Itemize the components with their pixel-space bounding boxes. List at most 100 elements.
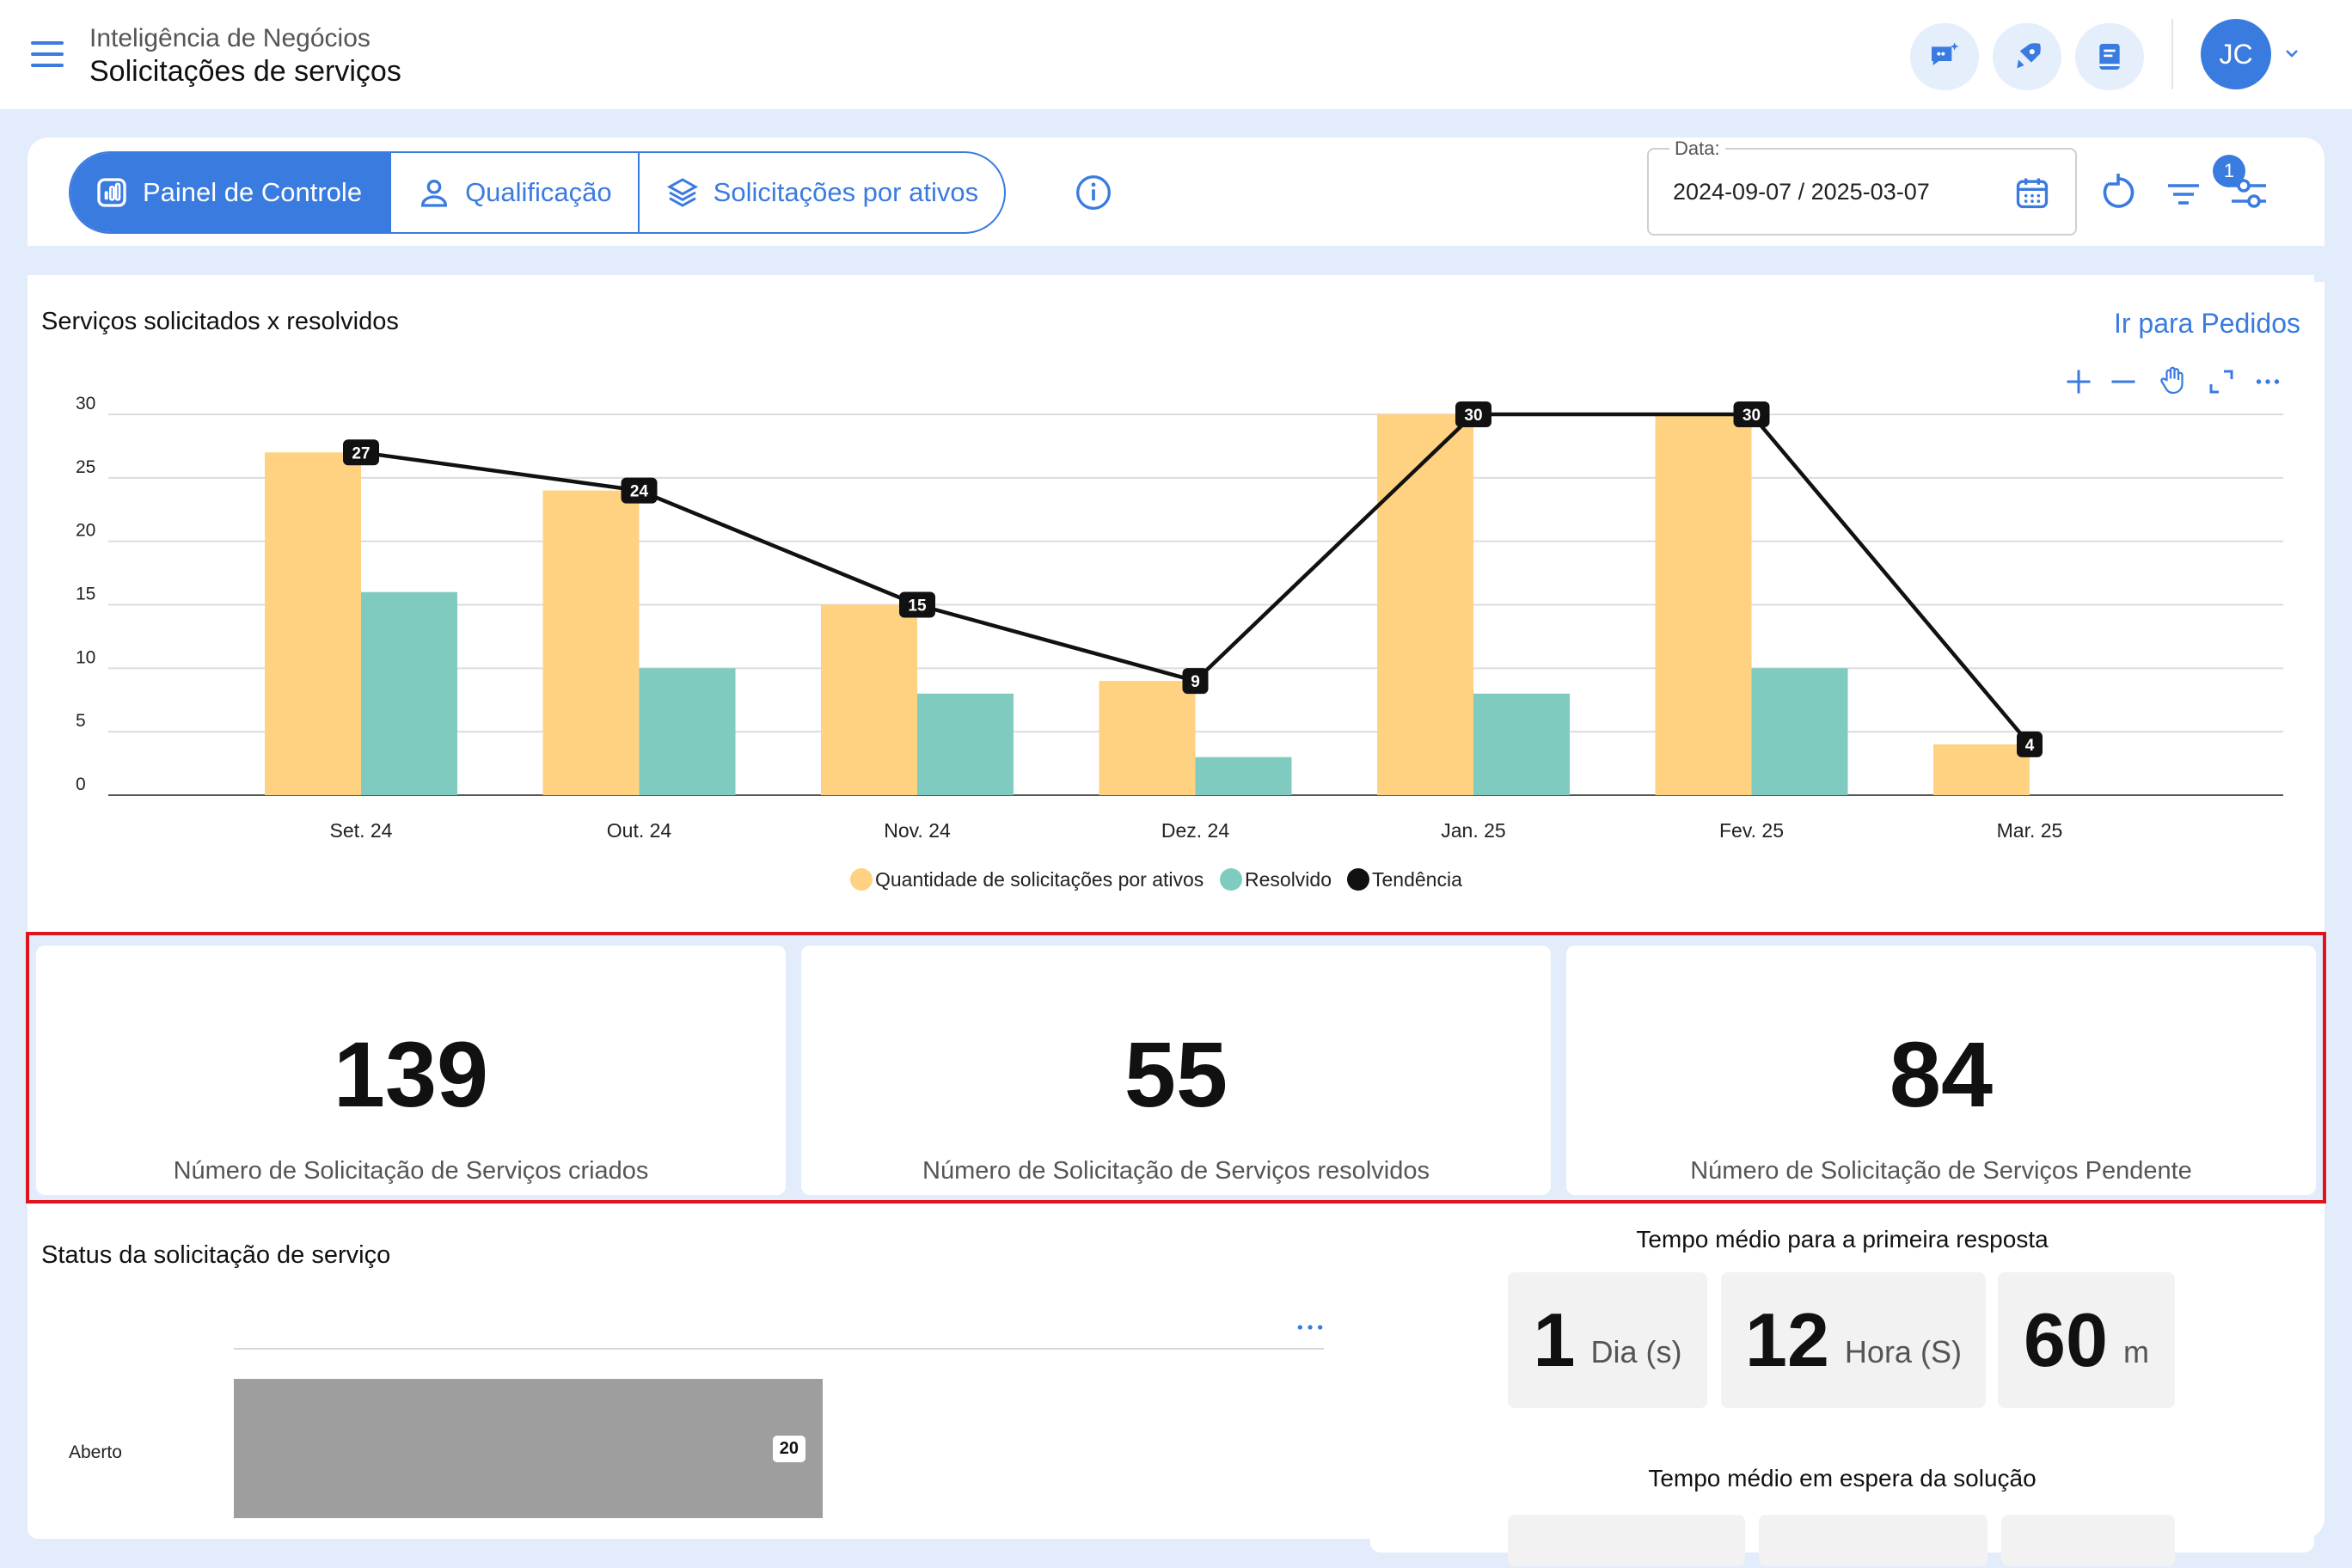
bar-requested [1655,414,1752,795]
x-tick-label: Out. 24 [607,819,672,842]
date-range-field[interactable]: Data: 2024-09-07 / 2025-03-07 [1647,138,2077,236]
bar-resolved [1473,693,1570,795]
menu-icon[interactable] [31,41,64,69]
solution-wait-card: Tempo médio em espera da solução [1370,1449,2314,1566]
trend-point-marker [1733,401,1770,427]
zoom-out-icon[interactable] [2108,366,2139,397]
legend-swatch [850,868,873,891]
bar-requested [1377,414,1473,795]
rocket-icon[interactable] [1993,23,2061,90]
divider [2171,19,2173,89]
kpi-resolved-card: 55 Número de Solicitação de Serviços res… [801,946,1551,1195]
bar-resolved [917,693,1014,795]
chevron-down-icon[interactable] [2283,45,2300,62]
minutes-box: 60 m [1998,1272,2175,1408]
first-response-card: Tempo médio para a primeira resposta 1 D… [1370,1210,2314,1436]
page-title: Solicitações de serviços [89,55,401,88]
trend-point-marker [2017,731,2043,757]
tab-qualificacao[interactable]: Qualificação [391,153,640,232]
tab-bar: Painel de Controle Qualificação Solicita… [69,151,1007,234]
go-to-orders-link[interactable]: Ir para Pedidos [2113,308,2300,339]
kpi-section: 139 Número de Solicitação de Serviços cr… [26,932,2326,1204]
bar-resolved [1195,756,1292,795]
calendar-icon[interactable] [2013,174,2051,211]
filter-icon[interactable] [2163,172,2204,213]
chat-sparkle-icon[interactable] [1910,23,1979,90]
trend-point-marker [899,591,935,618]
tab-label: Solicitações por ativos [713,177,979,207]
date-label: Data: [1669,138,1725,160]
legend-swatch [1347,868,1369,891]
y-tick-label: 30 [76,394,95,413]
info-icon[interactable] [1075,174,1112,211]
more-options-icon[interactable] [1293,1310,1327,1344]
expand-icon[interactable] [2206,366,2237,397]
x-tick-label: Dez. 24 [1161,819,1229,842]
bar-requested [821,604,917,795]
y-tick-label: 0 [76,775,86,794]
days-unit: Dia (s) [1590,1334,1682,1369]
trend-data-label: 30 [1464,407,1482,425]
avatar[interactable]: JC [2201,19,2271,89]
x-tick-label: Jan. 25 [1441,819,1505,842]
date-value: 2024-09-07 / 2025-03-07 [1673,179,1930,205]
refresh-icon[interactable] [2098,172,2139,213]
bar-resolved [639,668,736,795]
days-box [1508,1515,1745,1566]
x-tick-label: Nov. 24 [884,819,951,842]
hours-box: 12 Hora (S) [1721,1272,1986,1408]
tab-label: Painel de Controle [143,177,363,207]
kpi-value: 139 [333,1022,489,1126]
trend-data-label: 30 [1743,407,1761,425]
legend-swatch [1220,868,1242,891]
requests-vs-resolved-chart: 0 5 10 15 20 25 30 Set. 24 Out. 24 Nov. 24 Dez. 24… [76,394,2283,891]
hours-value: 12 [1745,1297,1829,1382]
solution-wait-title: Tempo médio em espera da solução [1648,1465,2037,1491]
y-tick-label: 25 [76,457,95,477]
x-tick-label: Fev. 25 [1719,819,1784,842]
x-tick-label: Set. 24 [330,819,393,842]
more-options-icon[interactable] [2252,366,2283,397]
settings-sliders-icon[interactable] [2228,172,2269,213]
bar-resolved [361,591,457,795]
chart-title: Serviços solicitados x resolvidos [41,308,399,335]
days-box: 1 Dia (s) [1508,1272,1707,1408]
bar-requested [542,490,640,795]
y-tick-label: 20 [76,521,95,541]
legend-label: Quantidade de solicitações por ativos [875,868,1204,891]
status-bar[interactable]: 20 [234,1379,823,1518]
trend-data-label: 9 [1191,673,1200,691]
zoom-in-icon[interactable] [2063,366,2094,397]
tab-painel-de-controle[interactable]: Painel de Controle [70,153,392,232]
y-tick-label: 5 [76,711,86,731]
minutes-unit: m [2122,1334,2149,1369]
days-value: 1 [1533,1297,1576,1382]
user-icon [421,180,448,207]
trend-point-marker [343,439,379,466]
status-title: Status da solicitação de serviço [41,1241,391,1269]
trend-data-label: 24 [630,483,649,501]
layers-icon [666,178,698,207]
filter-badge: 1 [2213,155,2245,187]
y-tick-label: 10 [76,647,95,667]
trend-point-marker [1455,401,1491,427]
first-response-title: Tempo médio para a primeira resposta [1636,1226,2049,1253]
kpi-label: Número de Solicitação de Serviços Penden… [1690,1157,2192,1185]
kpi-label: Número de Solicitação de Serviços resolv… [922,1157,1430,1185]
pan-hand-icon[interactable] [2158,364,2189,395]
trend-data-label: 15 [908,597,927,616]
bar-requested [265,452,361,795]
y-tick-label: 15 [76,585,95,604]
status-card: Status da solicitação de serviço Aberto … [28,1210,1355,1539]
hours-unit: Hora (S) [1844,1334,1962,1369]
trend-data-label: 4 [2025,737,2035,755]
hours-box [1759,1515,1988,1566]
tab-solicitacoes-por-ativos[interactable]: Solicitações por ativos [640,153,1004,232]
kpi-value: 84 [1889,1022,1994,1126]
trend-data-label: 27 [352,444,370,462]
kpi-created-card: 139 Número de Solicitação de Serviços cr… [36,946,786,1195]
legend-label: Resolvido [1245,868,1332,891]
bar-requested [1099,681,1196,795]
book-icon[interactable] [2075,23,2144,90]
status-category-label: Aberto [69,1442,122,1462]
